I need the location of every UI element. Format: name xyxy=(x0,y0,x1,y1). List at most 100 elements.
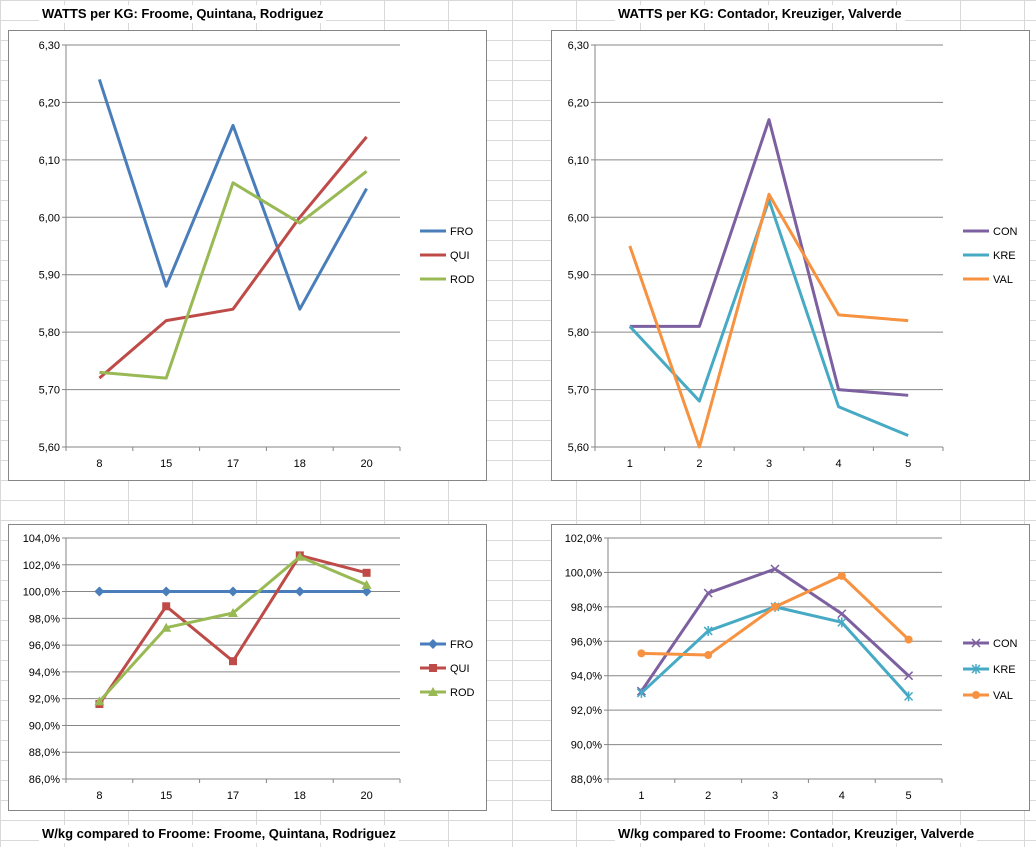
chart-bottom-right-svg: 88,0% 90,0% 92,0% 94,0% 96,0% 98,0% 100,0% 102,… xyxy=(565,533,1018,802)
data-point-kre xyxy=(837,617,847,628)
data-point-val xyxy=(637,649,646,658)
y-tick-label: 5,60 xyxy=(568,442,589,454)
x-tick-label: 15 xyxy=(160,790,172,802)
y-tick-label: 96,0% xyxy=(571,636,602,648)
x-tick-label: 17 xyxy=(227,458,239,470)
data-point-fro xyxy=(361,586,372,597)
data-point-rod xyxy=(161,622,172,632)
legend-label-qui: QUI xyxy=(450,663,470,675)
legend-label-val: VAL xyxy=(993,274,1013,286)
series-line-fro xyxy=(97,78,368,311)
legend-marker-rod xyxy=(428,687,438,696)
y-tick-label: 5,80 xyxy=(39,327,60,339)
x-tick-label: 2 xyxy=(696,458,702,470)
x-tick-label: 5 xyxy=(905,458,911,470)
data-point-rod xyxy=(361,579,372,589)
legend-label-val: VAL xyxy=(993,690,1013,702)
data-point-val xyxy=(704,651,713,660)
y-tick-label: 100,0% xyxy=(565,567,603,579)
series-line-kre xyxy=(640,605,910,698)
y-tick-label: 98,0% xyxy=(29,613,60,625)
chart-bottom-left-svg: 86,0% 88,0% 90,0% 92,0% 94,0% 96,0% 98,0% 100,0… xyxy=(23,533,475,802)
legend-label-fro: FRO xyxy=(450,226,474,238)
y-tick-label: 102,0% xyxy=(23,560,61,572)
legend-label-fro: FRO xyxy=(450,639,474,651)
x-tick-label: 3 xyxy=(766,458,772,470)
data-point-fro xyxy=(294,586,305,597)
y-tick-label: 92,0% xyxy=(29,694,60,706)
x-tick-label: 1 xyxy=(627,458,633,470)
chart-bottom-right[interactable]: 88,0% 90,0% 92,0% 94,0% 96,0% 98,0% 100,0% 102,… xyxy=(551,524,1030,811)
y-tick-label: 5,80 xyxy=(568,327,589,339)
legend-marker-con xyxy=(971,638,981,648)
legend-label-rod: ROD xyxy=(450,274,475,286)
y-tick-label: 5,60 xyxy=(39,442,60,454)
y-tick-label: 6,20 xyxy=(568,97,589,109)
data-point-fro xyxy=(228,586,238,597)
data-point-val xyxy=(904,635,913,644)
data-point-con xyxy=(904,671,914,681)
x-tick-label: 2 xyxy=(705,790,711,802)
data-point-qui xyxy=(162,602,171,611)
y-tick-label: 6,30 xyxy=(39,40,60,52)
x-tick-label: 5 xyxy=(906,790,912,802)
y-tick-label: 88,0% xyxy=(571,774,602,786)
chart-title-top-right: WATTS per KG: Contador, Kreuziger, Valve… xyxy=(615,5,905,23)
y-tick-label: 90,0% xyxy=(571,740,602,752)
data-point-con xyxy=(703,588,713,598)
data-point-val xyxy=(771,602,779,611)
chart-top-right[interactable]: 5,60 5,70 5,80 5,90 6,00 6,10 6,20 6,30 1 2 3 4 5 CON… xyxy=(551,30,1030,481)
y-tick-label: 6,00 xyxy=(568,212,589,224)
x-tick-label: 18 xyxy=(294,458,306,470)
x-tick-label: 3 xyxy=(772,790,778,802)
series-line-con xyxy=(640,567,910,693)
series-line-rod xyxy=(99,170,368,380)
y-tick-label: 5,90 xyxy=(568,270,589,282)
y-tick-label: 6,20 xyxy=(39,97,60,109)
data-point-val xyxy=(837,571,846,580)
y-tick-label: 5,70 xyxy=(39,385,60,397)
legend-label-kre: KRE xyxy=(993,250,1016,262)
legend-label-con: CON xyxy=(993,226,1018,238)
x-tick-label: 18 xyxy=(294,790,306,802)
x-tick-label: 4 xyxy=(839,790,845,802)
data-point-qui xyxy=(362,568,371,577)
data-point-con xyxy=(770,564,780,574)
legend-marker-val xyxy=(972,691,980,699)
y-tick-label: 100,0% xyxy=(23,587,61,599)
y-tick-label: 5,70 xyxy=(568,385,589,397)
legend-marker-fro xyxy=(428,639,438,649)
data-point-con xyxy=(837,609,847,619)
data-point-qui xyxy=(229,657,237,666)
chart-top-left[interactable]: 5,60 5,70 5,80 5,90 6,00 6,10 6,20 6,30 8 15 17 18 2… xyxy=(8,30,487,481)
chart-title-top-left: WATTS per KG: Froome, Quintana, Rodrigue… xyxy=(39,5,327,23)
y-tick-label: 98,0% xyxy=(571,602,602,614)
legend-label-rod: ROD xyxy=(450,687,475,699)
x-tick-label: 15 xyxy=(160,458,172,470)
y-tick-label: 6,10 xyxy=(568,155,589,167)
series-line-val xyxy=(641,574,910,657)
x-tick-label: 8 xyxy=(96,790,102,802)
y-tick-label: 102,0% xyxy=(565,533,603,545)
legend-label-qui: QUI xyxy=(450,250,470,262)
y-tick-label: 96,0% xyxy=(29,640,60,652)
x-tick-label: 1 xyxy=(638,790,644,802)
legend-marker-qui xyxy=(429,664,437,672)
y-tick-label: 6,10 xyxy=(39,155,60,167)
data-point-rod xyxy=(228,607,238,617)
legend-marker-kre xyxy=(971,664,981,674)
data-point-fro xyxy=(94,586,105,597)
chart-top-right-svg: 5,60 5,70 5,80 5,90 6,00 6,10 6,20 6,30 1 2 3 4 5 CON… xyxy=(568,40,1018,470)
legend-label-con: CON xyxy=(993,638,1018,650)
chart-title-bottom-left: W/kg compared to Froome: Froome, Quintan… xyxy=(39,825,399,843)
data-point-kre xyxy=(904,691,914,702)
y-tick-label: 86,0% xyxy=(29,774,60,786)
y-tick-label: 5,90 xyxy=(39,270,60,282)
chart-bottom-left[interactable]: 86,0% 88,0% 90,0% 92,0% 94,0% 96,0% 98,0% 100,0… xyxy=(8,524,487,811)
y-tick-label: 90,0% xyxy=(29,720,60,732)
y-tick-label: 88,0% xyxy=(29,747,60,759)
chart-top-left-svg: 5,60 5,70 5,80 5,90 6,00 6,10 6,20 6,30 8 15 17 18 2… xyxy=(39,40,475,470)
y-tick-label: 6,30 xyxy=(568,40,589,52)
series-line-qui xyxy=(98,135,368,380)
series-line-rod xyxy=(98,555,368,703)
